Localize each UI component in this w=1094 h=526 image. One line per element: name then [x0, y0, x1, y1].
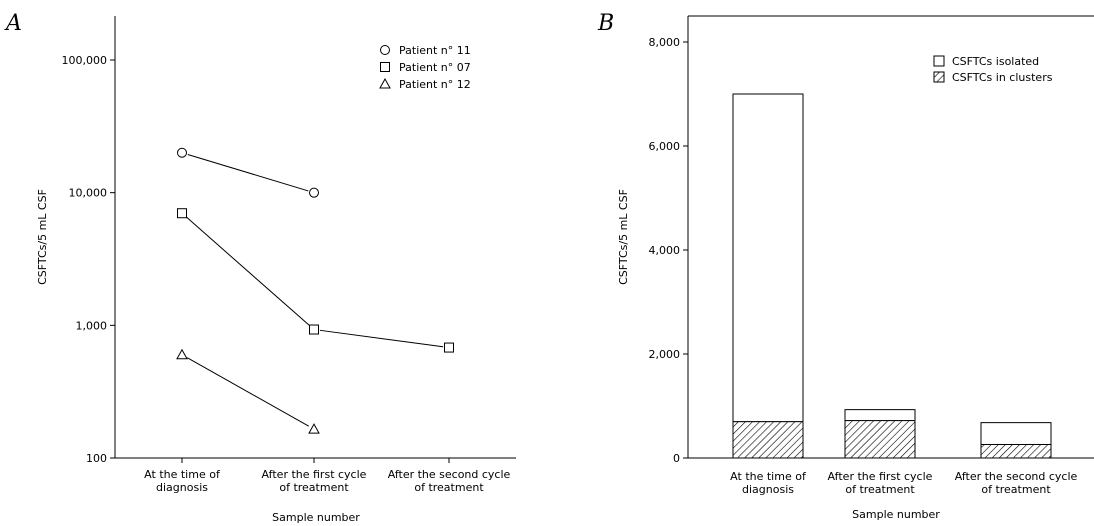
x-tick-label: After the second cycle [388, 468, 511, 481]
x-tick-label: of treatment [981, 483, 1051, 496]
panel-b: B 0 2,000 4,000 6,000 8,000 At the time ofdi… [597, 11, 1094, 521]
series-line [187, 153, 309, 192]
legend-marker-triangle [379, 77, 391, 89]
legend-swatch [933, 55, 945, 67]
y-tick-label: 6,000 [649, 140, 681, 153]
y-tick-label: 0 [673, 452, 680, 465]
panel-a: A 100 1,000 10,000 100,000 At the time ofdi… [4, 11, 516, 524]
y-tick-label: 100 [86, 452, 107, 465]
panel-b-label: B [597, 11, 614, 36]
panel-a-y-ticks: 100 1,000 10,000 100,000 [62, 54, 115, 465]
panel-b-y-axis-title: CSFTCs/5 mL CSF [617, 189, 630, 285]
x-tick-label: At the time of [730, 470, 807, 483]
y-tick-label: 8,000 [649, 36, 681, 49]
bar-segment-isolated [732, 93, 804, 423]
legend-marker-circle [380, 45, 390, 55]
bar-segment-isolated [844, 409, 916, 422]
x-tick-label: After the second cycle [955, 470, 1078, 483]
legend-swatch [933, 71, 945, 83]
legend-label: Patient n° 07 [399, 61, 471, 74]
y-tick-label: 4,000 [649, 244, 681, 257]
y-tick-label: 10,000 [69, 187, 108, 200]
panel-a-markers [176, 147, 454, 434]
bar-segment-clusters [844, 420, 916, 459]
panel-b-y-ticks: 0 2,000 4,000 6,000 8,000 [649, 36, 688, 465]
legend-label: CSFTCs in clusters [952, 71, 1053, 84]
y-tick-label: 1,000 [76, 319, 108, 332]
panel-b-bars [732, 93, 1052, 459]
x-tick-label: diagnosis [742, 483, 794, 496]
x-tick-label: of treatment [414, 481, 484, 494]
data-point-triangle [176, 348, 188, 360]
data-point-square [177, 208, 187, 219]
panel-a-y-axis-title: CSFTCs/5 mL CSF [36, 189, 49, 285]
legend-marker-square [380, 62, 390, 72]
bar-segment-clusters [980, 443, 1052, 459]
series-line [186, 216, 310, 326]
x-tick-label: diagnosis [156, 481, 208, 494]
y-tick-label: 100,000 [62, 54, 108, 67]
legend-label: Patient n° 11 [399, 44, 471, 57]
x-tick-label: of treatment [279, 481, 349, 494]
data-point-triangle [308, 423, 320, 434]
data-point-circle [177, 147, 187, 158]
panel-a-series-lines [186, 153, 444, 427]
series-line [186, 357, 310, 427]
panel-a-legend: Patient n° 11 Patient n° 07 Patient n° 12 [379, 44, 471, 91]
bar-segment-clusters [732, 421, 804, 459]
legend-label: CSFTCs isolated [952, 55, 1039, 68]
legend-label: Patient n° 12 [399, 78, 471, 91]
bar-segment-isolated [980, 422, 1052, 445]
panel-b-legend: CSFTCs isolated CSFTCs in clusters [933, 55, 1053, 84]
series-line [319, 329, 444, 348]
x-tick-label: of treatment [845, 483, 915, 496]
x-tick-label: After the first cycle [262, 468, 367, 481]
data-point-square [309, 324, 319, 335]
panel-a-label: A [4, 11, 22, 36]
data-point-square [444, 342, 454, 353]
panel-a-x-axis-title: Sample number [272, 511, 360, 524]
x-tick-label: After the first cycle [828, 470, 933, 483]
y-tick-label: 2,000 [649, 348, 681, 361]
x-tick-label: At the time of [144, 468, 221, 481]
data-point-circle [309, 187, 319, 198]
panel-b-x-axis-title: Sample number [852, 508, 940, 521]
